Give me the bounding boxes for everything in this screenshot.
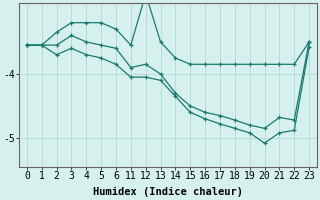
X-axis label: Humidex (Indice chaleur): Humidex (Indice chaleur)	[93, 186, 243, 197]
